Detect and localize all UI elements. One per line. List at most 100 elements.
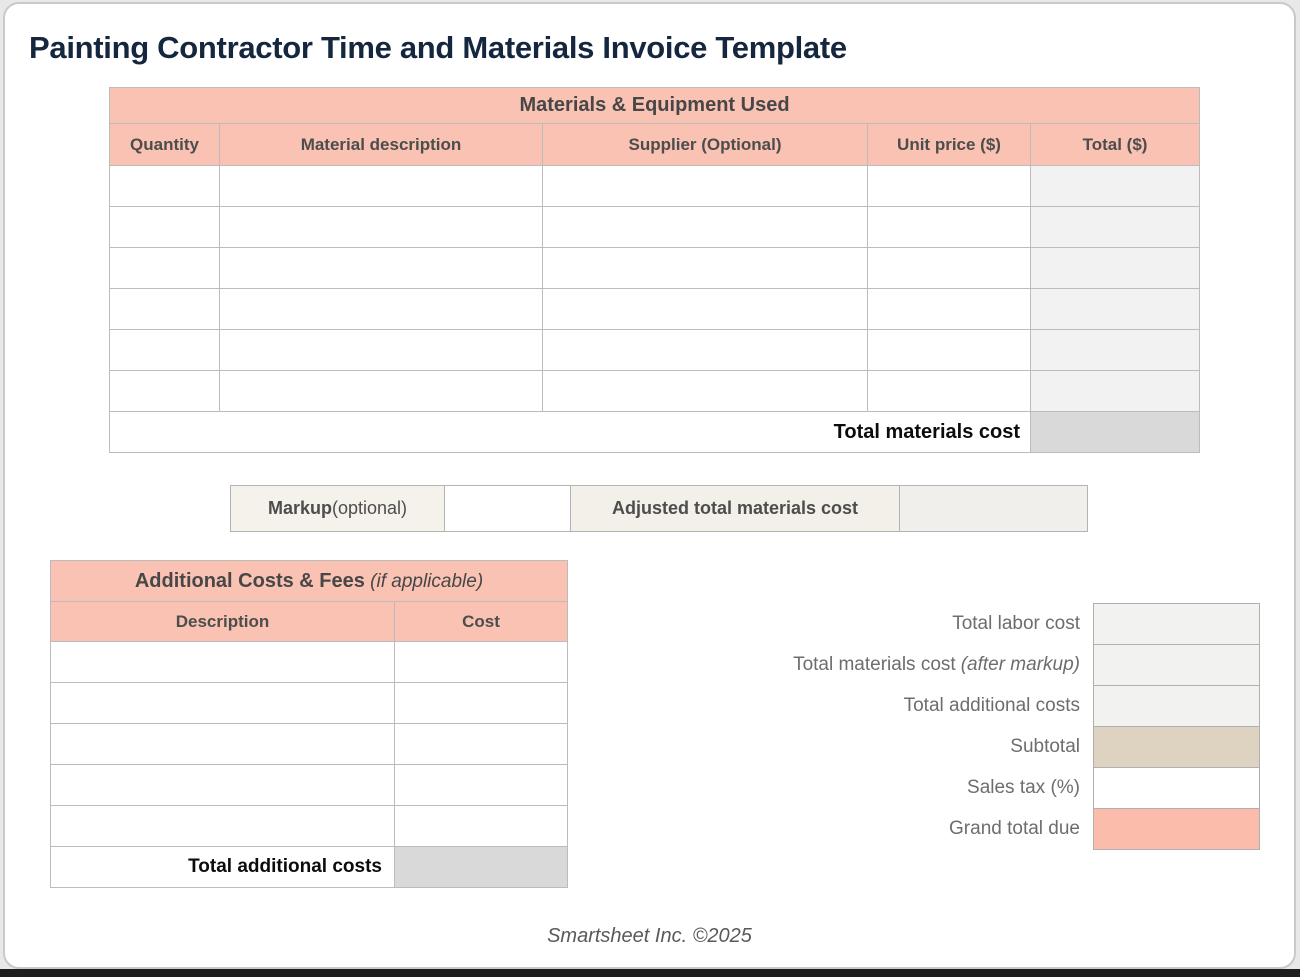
cost-cell[interactable] <box>394 764 568 806</box>
background-bottom-bar <box>0 969 1300 977</box>
description-cell[interactable] <box>50 723 395 765</box>
table-row <box>109 288 1201 330</box>
supplier-cell[interactable] <box>542 247 868 289</box>
total-labor-cost-value <box>1093 603 1260 645</box>
total-materials-after-markup-main: Total materials cost <box>793 654 956 675</box>
unit-price-cell[interactable] <box>867 206 1031 248</box>
markup-label-bold: Markup <box>267 498 332 518</box>
description-cell[interactable] <box>50 641 395 683</box>
sales-tax-input-cell[interactable] <box>1093 767 1260 809</box>
row-total-cell <box>1029 370 1201 412</box>
material-description-cell[interactable] <box>219 288 543 330</box>
additional-costs-title-bold: Additional Costs & Fees <box>134 569 365 592</box>
quantity-cell[interactable] <box>109 370 220 412</box>
cost-cell[interactable] <box>394 805 568 847</box>
table-row <box>109 247 1201 289</box>
row-total-cell <box>1029 165 1201 207</box>
table-row <box>109 206 1201 248</box>
additional-costs-title-suffix: (if applicable) <box>364 570 484 592</box>
row-total-cell <box>1029 206 1201 248</box>
material-description-cell[interactable] <box>219 165 543 207</box>
summary-row-subtotal: Subtotal <box>642 726 1260 768</box>
cost-cell[interactable] <box>394 641 568 683</box>
total-materials-cost-label: Total materials cost <box>109 411 1031 453</box>
supplier-cell[interactable] <box>542 288 868 330</box>
unit-price-cell[interactable] <box>867 288 1031 330</box>
total-materials-after-markup-value <box>1093 644 1260 686</box>
column-header-description: Description <box>50 601 395 642</box>
additional-costs-title: Additional Costs & Fees (if applicable) <box>50 560 568 602</box>
column-header-unit-price: Unit price ($) <box>867 123 1031 166</box>
supplier-cell[interactable] <box>542 165 868 207</box>
description-cell[interactable] <box>50 764 395 806</box>
description-cell[interactable] <box>50 805 395 847</box>
column-header-total: Total ($) <box>1029 123 1201 166</box>
supplier-cell[interactable] <box>542 206 868 248</box>
total-additional-costs-value <box>394 846 568 888</box>
document-page: Painting Contractor Time and Materials I… <box>3 2 1296 969</box>
subtotal-label: Subtotal <box>1010 736 1080 757</box>
invoice-summary: Total labor cost Total materials cost (af… <box>642 603 1260 850</box>
table-row <box>50 764 568 806</box>
materials-table-title: Materials & Equipment Used <box>108 87 1201 124</box>
total-materials-cost-value <box>1029 411 1201 453</box>
page-title: Painting Contractor Time and Materials I… <box>29 30 847 65</box>
row-total-cell <box>1029 247 1201 289</box>
material-description-cell[interactable] <box>219 329 543 371</box>
table-row <box>109 329 1201 371</box>
quantity-cell[interactable] <box>109 247 220 289</box>
unit-price-cell[interactable] <box>867 329 1031 371</box>
adjusted-total-materials-value <box>900 485 1088 532</box>
supplier-cell[interactable] <box>542 370 868 412</box>
total-additional-costs-summary-label: Total additional costs <box>903 695 1080 716</box>
column-header-cost: Cost <box>394 601 568 642</box>
summary-row-sales-tax: Sales tax (%) <box>642 767 1260 809</box>
cost-cell[interactable] <box>394 682 568 724</box>
summary-row-total-additional-costs: Total additional costs <box>642 685 1260 727</box>
adjusted-total-materials-label: Adjusted total materials cost <box>571 485 900 532</box>
total-labor-cost-label: Total labor cost <box>952 613 1080 634</box>
additional-costs-table: Additional Costs & Fees (if applicable) … <box>50 560 568 888</box>
unit-price-cell[interactable] <box>867 247 1031 289</box>
markup-row: Markup (optional) Adjusted total materia… <box>230 485 1088 532</box>
material-description-cell[interactable] <box>219 206 543 248</box>
additional-total-row: Total additional costs <box>50 846 568 888</box>
table-row <box>109 370 1201 412</box>
quantity-cell[interactable] <box>109 329 220 371</box>
additional-costs-rows <box>50 641 568 847</box>
sales-tax-label: Sales tax (%) <box>967 777 1080 798</box>
unit-price-cell[interactable] <box>867 165 1031 207</box>
cost-cell[interactable] <box>394 723 568 765</box>
table-row <box>50 723 568 765</box>
grand-total-due-label: Grand total due <box>949 818 1080 839</box>
markup-input-cell[interactable] <box>445 485 571 532</box>
after-markup-italic: (after markup) <box>960 654 1080 675</box>
supplier-cell[interactable] <box>542 329 868 371</box>
table-row <box>50 641 568 683</box>
material-description-cell[interactable] <box>219 370 543 412</box>
table-row <box>50 682 568 724</box>
summary-row-total-labor-cost: Total labor cost <box>642 603 1260 645</box>
materials-total-row: Total materials cost <box>109 411 1201 453</box>
markup-label-suffix: (optional) <box>331 498 408 518</box>
materials-rows <box>109 165 1201 412</box>
quantity-cell[interactable] <box>109 288 220 330</box>
materials-equipment-table: Materials & Equipment Used Quantity Mate… <box>108 87 1201 453</box>
column-header-material-description: Material description <box>219 123 543 166</box>
subtotal-value <box>1093 726 1260 768</box>
quantity-cell[interactable] <box>109 165 220 207</box>
total-materials-after-markup-label: Total materials cost (after markup) <box>642 644 1093 686</box>
material-description-cell[interactable] <box>219 247 543 289</box>
row-total-cell <box>1029 288 1201 330</box>
summary-row-total-materials-cost: Total materials cost (after markup) <box>642 644 1260 686</box>
column-header-quantity: Quantity <box>109 123 220 166</box>
column-header-supplier: Supplier (Optional) <box>542 123 868 166</box>
total-additional-costs-summary-value <box>1093 685 1260 727</box>
description-cell[interactable] <box>50 682 395 724</box>
total-additional-costs-label: Total additional costs <box>50 846 395 888</box>
quantity-cell[interactable] <box>109 206 220 248</box>
unit-price-cell[interactable] <box>867 370 1031 412</box>
footer-credit: Smartsheet Inc. ©2025 <box>547 925 752 947</box>
table-row <box>50 805 568 847</box>
table-row <box>109 165 1201 207</box>
